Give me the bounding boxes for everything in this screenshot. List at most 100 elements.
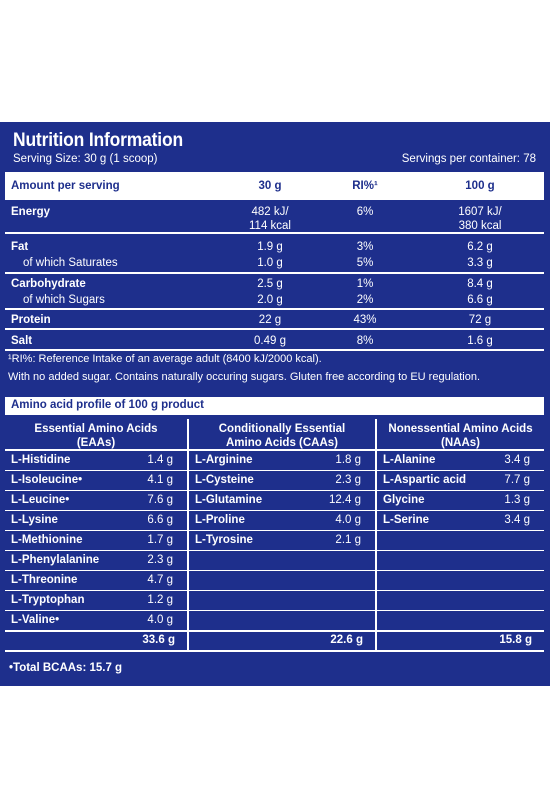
nutrition-header-cell: 100 g bbox=[465, 180, 495, 192]
nutrient-value: 1.9 g bbox=[257, 241, 283, 253]
amino-column-header-line: (EAAs) bbox=[76, 437, 116, 449]
nutrition-header-row: Amount per serving 30 g RI%¹ 100 g bbox=[5, 172, 544, 200]
nutrient-value: 22 g bbox=[258, 314, 282, 326]
nutrition-panel: Nutrition Information Serving Size: 30 g… bbox=[0, 122, 550, 686]
nutrient-name: Protein bbox=[11, 314, 51, 326]
amino-value: 4.0 g bbox=[335, 514, 361, 526]
nutrient-value: 6.2 g bbox=[467, 241, 493, 253]
nutrient-value: 2.0 g bbox=[257, 294, 283, 306]
amino-value: 1.8 g bbox=[335, 454, 361, 466]
nutrient-name: of which Sugars bbox=[23, 294, 105, 306]
nutrient-value: 2% bbox=[356, 294, 374, 306]
amino-row-divider bbox=[5, 550, 544, 551]
amino-value: 7.7 g bbox=[504, 474, 530, 486]
amino-column-header-line: Conditionally Essential bbox=[218, 423, 346, 435]
amino-name: L-Tyrosine bbox=[195, 534, 253, 546]
amino-row-divider bbox=[5, 490, 544, 491]
amino-value: 6.6 g bbox=[147, 514, 173, 526]
nutrient-value: 6.6 g bbox=[467, 294, 493, 306]
amino-name: L-Proline bbox=[195, 514, 245, 526]
amino-row-divider bbox=[5, 470, 544, 471]
amino-row-divider bbox=[5, 590, 544, 591]
amino-row-divider bbox=[5, 630, 544, 632]
row-divider bbox=[5, 232, 544, 234]
nutrition-table: Amount per serving 30 g RI%¹ 100 g Energy 482… bbox=[5, 172, 544, 351]
amino-name: L-Alanine bbox=[383, 454, 436, 466]
amino-name: Glycine bbox=[383, 494, 425, 506]
nutrient-value: 8.4 g bbox=[467, 278, 493, 290]
amino-column-total: 33.6 g bbox=[142, 634, 175, 646]
nutrition-header-cell: RI%¹ bbox=[352, 180, 378, 192]
amino-value: 2.3 g bbox=[335, 474, 361, 486]
amino-name: L-Phenylalanine bbox=[11, 554, 100, 566]
amino-value: 12.4 g bbox=[329, 494, 361, 506]
nutrient-value: 3.3 g bbox=[467, 257, 493, 269]
nutrient-name: Fat bbox=[11, 241, 29, 253]
amino-name: L-Valine• bbox=[11, 614, 60, 626]
total-bcaa: •Total BCAAs: 15.7 g bbox=[9, 662, 123, 674]
amino-title: Amino acid profile of 100 g product bbox=[11, 399, 204, 411]
nutrient-value: 6% bbox=[356, 206, 374, 218]
nutrient-name: Salt bbox=[11, 335, 33, 347]
amino-value: 1.2 g bbox=[147, 594, 173, 606]
amino-name: L-Methionine bbox=[11, 534, 83, 546]
nutrient-value: 2.5 g bbox=[257, 278, 283, 290]
amino-name: L-Isoleucine• bbox=[11, 474, 83, 486]
amino-value: 1.7 g bbox=[147, 534, 173, 546]
amino-value: 3.4 g bbox=[504, 454, 530, 466]
amino-name: L-Leucine• bbox=[11, 494, 70, 506]
amino-column-header-line: Nonessential Amino Acids bbox=[388, 423, 533, 435]
row-divider bbox=[5, 349, 544, 351]
nutrient-value: 43% bbox=[353, 314, 377, 326]
amino-value: 4.1 g bbox=[147, 474, 173, 486]
amino-name: L-Arginine bbox=[195, 454, 253, 466]
nutrient-value: 1.6 g bbox=[467, 335, 493, 347]
nutrient-name: of which Saturates bbox=[23, 257, 118, 269]
amino-column-header: Conditionally Essential Amino Acids (CAAs… bbox=[189, 422, 375, 450]
nutrient-value: 1.0 g bbox=[257, 257, 283, 269]
amino-column-header-line: Amino Acids (CAAs) bbox=[225, 437, 339, 449]
nutrient-value: 5% bbox=[356, 257, 374, 269]
nutrition-header-cell: Amount per serving bbox=[11, 180, 120, 192]
nutrient-value: 0.49 g bbox=[254, 335, 286, 347]
nutrient-value: 72 g bbox=[468, 314, 492, 326]
panel-title: Nutrition Information bbox=[13, 130, 183, 151]
sugar-footnote: With no added sugar. Contains naturally … bbox=[8, 371, 481, 383]
amino-value: 3.4 g bbox=[504, 514, 530, 526]
amino-name: L-Tryptophan bbox=[11, 594, 85, 606]
nutrient-value: 8% bbox=[356, 335, 374, 347]
servings-per-container: Servings per container: 78 bbox=[401, 153, 536, 165]
amino-row-divider bbox=[5, 570, 544, 571]
amino-value: 1.4 g bbox=[147, 454, 173, 466]
amino-title-bar: Amino acid profile of 100 g product bbox=[5, 397, 544, 415]
row-divider bbox=[5, 308, 544, 310]
amino-value: 7.6 g bbox=[147, 494, 173, 506]
amino-column-total: 15.8 g bbox=[499, 634, 532, 646]
column-divider bbox=[375, 419, 377, 651]
amino-column-header: Nonessential Amino Acids (NAAs) bbox=[377, 422, 544, 450]
amino-column-header-line: Essential Amino Acids bbox=[34, 423, 158, 435]
amino-name: L-Aspartic acid bbox=[383, 474, 467, 486]
nutrition-header-cell: 30 g bbox=[258, 180, 282, 192]
amino-value: 2.3 g bbox=[147, 554, 173, 566]
nutrient-value: 482 kJ/ 114 kcal bbox=[249, 206, 291, 232]
nutrient-value: 1% bbox=[356, 278, 374, 290]
amino-name: L-Lysine bbox=[11, 514, 58, 526]
amino-header-divider bbox=[5, 449, 544, 451]
nutrient-value: 3% bbox=[356, 241, 374, 253]
amino-name: L-Serine bbox=[383, 514, 430, 526]
amino-column-header-line: (NAAs) bbox=[441, 437, 480, 449]
amino-name: L-Glutamine bbox=[195, 494, 263, 506]
amino-row-divider bbox=[5, 530, 544, 531]
row-divider bbox=[5, 272, 544, 274]
amino-row-divider bbox=[5, 650, 544, 652]
row-divider bbox=[5, 328, 544, 330]
amino-value: 2.1 g bbox=[335, 534, 361, 546]
amino-name: L-Cysteine bbox=[195, 474, 254, 486]
amino-row-divider bbox=[5, 510, 544, 511]
amino-name: L-Threonine bbox=[11, 574, 78, 586]
amino-value: 1.3 g bbox=[504, 494, 530, 506]
ri-footnote: ¹RI%: Reference Intake of an average adu… bbox=[8, 353, 322, 365]
nutrient-name: Energy bbox=[11, 206, 50, 218]
amino-row-divider bbox=[5, 610, 544, 611]
